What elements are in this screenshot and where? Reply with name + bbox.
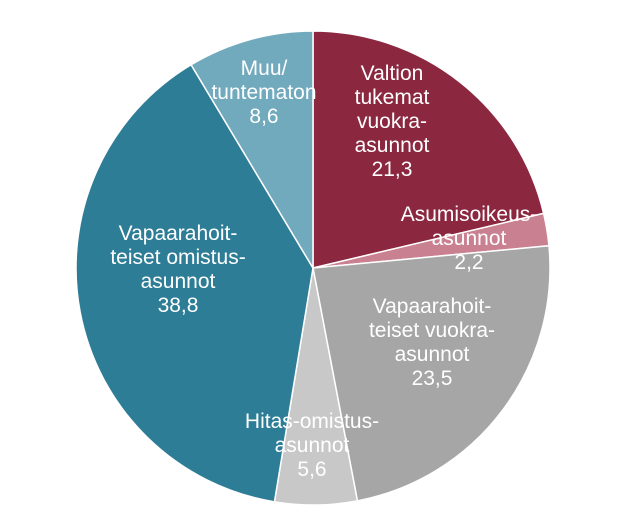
- slice-name: Vapaarahoit-: [119, 222, 238, 245]
- slice-name: Muu/: [241, 57, 288, 80]
- slice-name: Asumisoikeus-: [401, 203, 538, 226]
- slice-value: 23,5: [412, 367, 453, 390]
- pie-slice: [312, 244, 551, 502]
- slice-name: asunnot: [141, 270, 216, 293]
- slice-name: asunnot: [432, 227, 507, 250]
- pie-slices: [75, 30, 551, 506]
- slice-value: 8,6: [249, 105, 278, 128]
- slice-name: asunnot: [355, 134, 430, 157]
- slice-label: Hitas-omistus-asunnot 5,6: [245, 410, 379, 481]
- pie-labels: Valtion tukemat vuokra-asunnot 21,3Asumisoi…: [110, 57, 537, 481]
- slice-name: Vapaarahoit-: [373, 295, 492, 318]
- slice-label: Vapaarahoit-teiset omistus-asunnot 38,8: [110, 222, 245, 317]
- slice-label: Muu/tuntematon 8,6: [211, 57, 316, 128]
- slice-value: 21,3: [372, 158, 413, 181]
- pie-slice: [75, 63, 314, 503]
- pie-slice: [312, 30, 545, 269]
- slice-name: asunnot: [275, 434, 350, 457]
- slice-name: tuntematon: [211, 81, 316, 104]
- slice-label: Asumisoikeus-asunnot 2,2: [401, 203, 538, 274]
- slice-name: Valtion: [361, 62, 424, 85]
- slice-value: 2,2: [454, 251, 483, 274]
- pie-slice: [190, 30, 314, 271]
- slice-label: Vapaarahoit-teiset vuokra-asunnot 23,5: [369, 295, 495, 390]
- slice-name: asunnot: [395, 343, 470, 366]
- slice-label: Valtion tukemat vuokra-asunnot 21,3: [355, 62, 430, 181]
- slice-name: teiset omistus-: [110, 246, 245, 269]
- slice-value: 5,6: [297, 458, 326, 481]
- slice-name: tukemat: [355, 86, 430, 109]
- slice-value: 38,8: [158, 294, 199, 317]
- slice-name: teiset vuokra-: [369, 319, 495, 342]
- slice-name: Hitas-omistus-: [245, 410, 379, 433]
- slice-name: vuokra-: [357, 110, 427, 133]
